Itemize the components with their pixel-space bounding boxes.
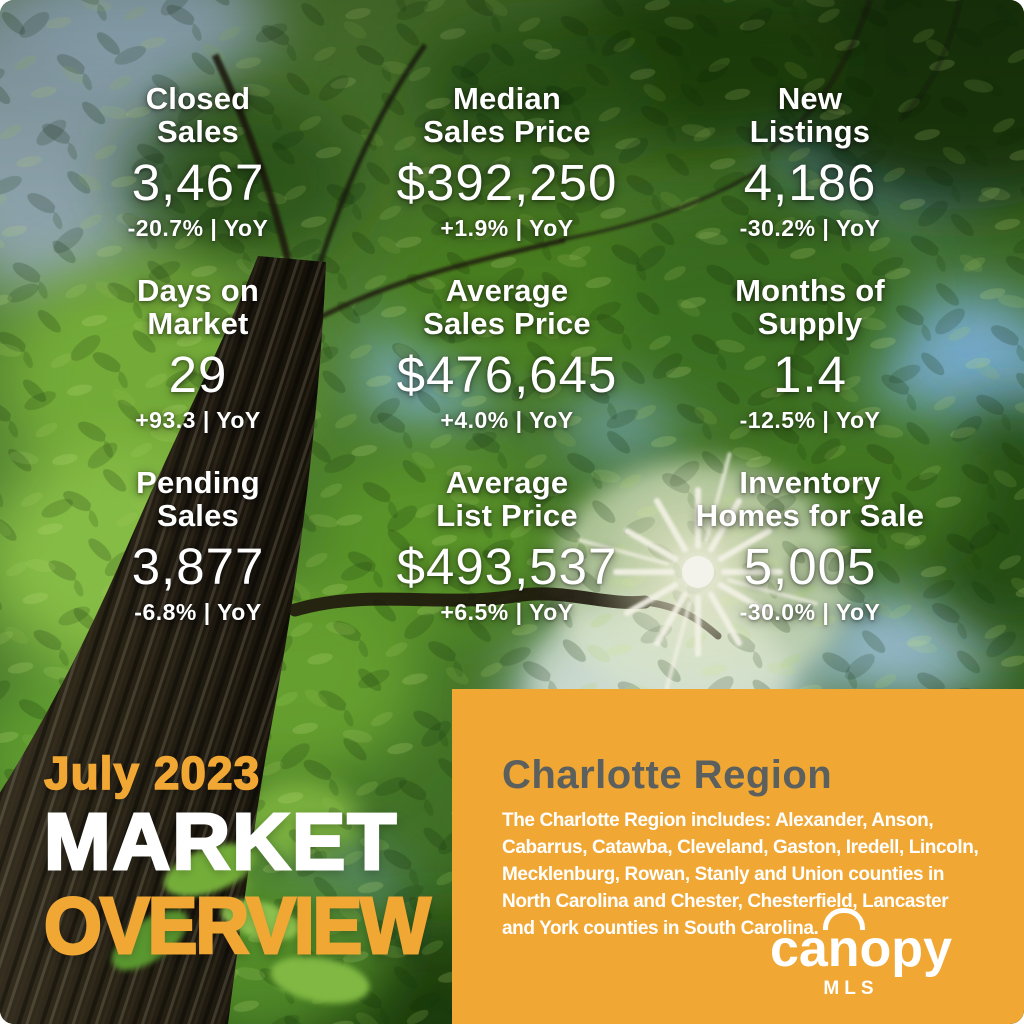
stat-label: Closed Sales xyxy=(145,81,251,150)
stat-value: 3,877 xyxy=(131,538,265,596)
region-title: Charlotte Region xyxy=(502,753,833,797)
tree-trunk xyxy=(0,256,326,1024)
stat-value: 4,186 xyxy=(743,154,877,212)
stat-yoy: +93.3 | YoY xyxy=(135,407,261,434)
stat-median-sales-price: Median Sales Price $392,250 +1.9% | YoY xyxy=(317,82,697,242)
canopy-arc-icon xyxy=(822,908,865,930)
mls-label: MLS xyxy=(823,978,879,999)
stat-label: Months of Supply xyxy=(735,273,885,342)
stat-yoy: -20.7% | YoY xyxy=(127,215,269,242)
stat-yoy: +4.0% | YoY xyxy=(440,407,574,434)
region-description: The Charlotte Region includes: Alexander… xyxy=(502,810,979,939)
title-market: MARKET xyxy=(43,797,399,886)
stat-label: Inventory Homes for Sale xyxy=(695,465,925,534)
stat-label: New Listings xyxy=(749,81,871,150)
report-period: July 2023 xyxy=(43,747,261,799)
stat-yoy: -30.2% | YoY xyxy=(739,215,881,242)
leaf-clusters xyxy=(112,843,370,1004)
stat-value: 29 xyxy=(168,346,228,404)
stat-months-of-supply: Months of Supply 1.4 -12.5% | YoY xyxy=(620,274,1000,434)
stat-label: Days on Market xyxy=(137,273,259,342)
stat-yoy: +6.5% | YoY xyxy=(440,599,574,626)
stat-value: 3,467 xyxy=(131,154,265,212)
stat-average-list-price: Average List Price $493,537 +6.5% | YoY xyxy=(317,466,697,626)
stat-value: $476,645 xyxy=(396,346,618,404)
stat-value: $392,250 xyxy=(396,154,618,212)
title-overview: OVERVIEW xyxy=(43,881,432,970)
stat-label: Average Sales Price xyxy=(423,273,591,342)
stat-new-listings: New Listings 4,186 -30.2% | YoY xyxy=(620,82,1000,242)
stat-label: Median Sales Price xyxy=(423,81,591,150)
stat-days-on-market: Days on Market 29 +93.3 | YoY xyxy=(8,274,388,434)
title-block: July 2023 MARKET OVERVIEW xyxy=(43,747,458,970)
stat-yoy: -6.8% | YoY xyxy=(134,599,262,626)
stat-pending-sales: Pending Sales 3,877 -6.8% | YoY xyxy=(8,466,388,626)
region-info-box: Charlotte Region The Charlotte Region in… xyxy=(452,689,1024,1024)
stat-yoy: -12.5% | YoY xyxy=(739,407,881,434)
stat-inventory-homes-for-sale: Inventory Homes for Sale 5,005 -30.0% | Y… xyxy=(620,466,1000,626)
canopy-mls-logo: ca nopy MLS xyxy=(770,908,952,1000)
stat-yoy: -30.0% | YoY xyxy=(739,599,881,626)
stat-value: 1.4 xyxy=(773,346,847,404)
stat-closed-sales: Closed Sales 3,467 -20.7% | YoY xyxy=(8,82,388,242)
stat-value: 5,005 xyxy=(743,538,877,596)
canopy-wordmark: ca nopy xyxy=(770,908,952,975)
stat-value: $493,537 xyxy=(396,538,618,596)
stat-yoy: +1.9% | YoY xyxy=(440,215,574,242)
stat-average-sales-price: Average Sales Price $476,645 +4.0% | YoY xyxy=(317,274,697,434)
stat-label: Pending Sales xyxy=(136,465,260,534)
sun-flare xyxy=(578,452,818,692)
stat-label: Average List Price xyxy=(436,465,578,534)
